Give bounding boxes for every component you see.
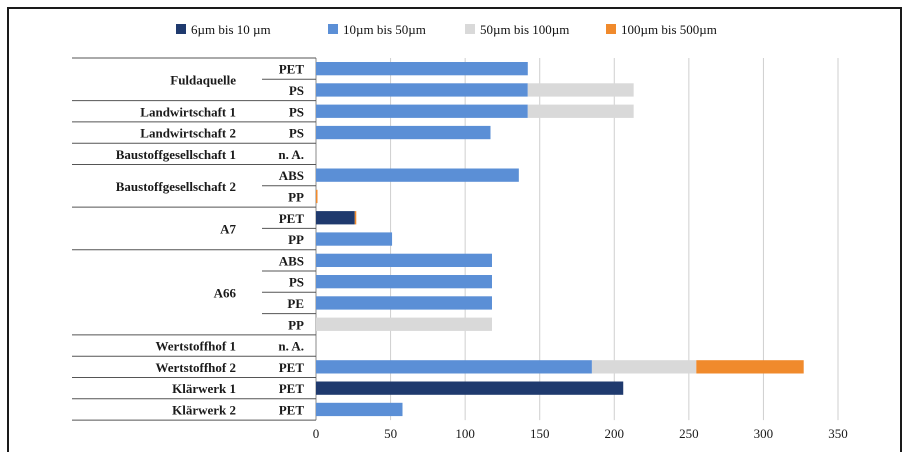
legend-swatch bbox=[606, 24, 616, 34]
bar-segment bbox=[316, 296, 492, 310]
bar-segment bbox=[316, 104, 528, 118]
bar-segment bbox=[316, 253, 492, 267]
x-tick-label: 250 bbox=[679, 426, 699, 441]
legend-swatch bbox=[176, 24, 186, 34]
polymer-type-label: PET bbox=[279, 402, 305, 417]
bar-segment bbox=[316, 125, 491, 140]
polymer-type-label: ABS bbox=[279, 253, 304, 268]
polymer-type-label: PS bbox=[289, 83, 304, 98]
polymer-type-label: PET bbox=[279, 381, 305, 396]
polymer-type-label: n. A. bbox=[278, 339, 304, 354]
group-label: A7 bbox=[220, 221, 236, 236]
polymer-type-label: PET bbox=[279, 62, 305, 77]
polymer-type-label: PP bbox=[288, 232, 304, 247]
group-label: A66 bbox=[214, 285, 237, 300]
bar-segment bbox=[316, 168, 519, 182]
legend-label: 50µm bis 100µm bbox=[480, 22, 569, 37]
polymer-type-label: PET bbox=[279, 360, 305, 375]
group-label: Wertstoffhof 1 bbox=[155, 339, 236, 354]
bar-segment bbox=[591, 360, 697, 374]
group-label: Wertstoffhof 2 bbox=[155, 360, 236, 375]
bar-segment bbox=[696, 360, 804, 374]
polymer-type-label: PS bbox=[289, 275, 304, 290]
bar-segment bbox=[316, 232, 393, 246]
bar-segment bbox=[316, 317, 492, 331]
bar-segment bbox=[316, 83, 528, 97]
x-tick-label: 350 bbox=[828, 426, 848, 441]
group-label: Klärwerk 2 bbox=[172, 402, 236, 417]
bar-segment bbox=[316, 62, 528, 76]
polymer-type-label: ABS bbox=[279, 168, 304, 183]
bar-segment bbox=[316, 189, 318, 204]
legend-swatch bbox=[328, 24, 338, 34]
x-tick-label: 150 bbox=[530, 426, 550, 441]
x-tick-label: 100 bbox=[455, 426, 475, 441]
x-tick-label: 200 bbox=[605, 426, 625, 441]
x-tick-label: 300 bbox=[754, 426, 774, 441]
polymer-type-label: PE bbox=[287, 296, 304, 311]
bar-segment bbox=[354, 211, 357, 225]
bar-segment bbox=[527, 104, 634, 118]
polymer-type-label: PS bbox=[289, 104, 304, 119]
group-label: Baustoffgesellschaft 1 bbox=[116, 147, 236, 162]
bar-segment bbox=[316, 402, 403, 417]
polymer-type-label: PET bbox=[279, 211, 305, 226]
group-label: Landwirtschaft 1 bbox=[140, 104, 236, 119]
legend-label: 100µm bis 500µm bbox=[621, 22, 717, 37]
polymer-type-label: PP bbox=[288, 317, 304, 332]
group-label: Klärwerk 1 bbox=[172, 381, 236, 396]
group-label: Baustoffgesellschaft 2 bbox=[116, 179, 236, 194]
polymer-type-label: n. A. bbox=[278, 147, 304, 162]
x-tick-label: 0 bbox=[313, 426, 320, 441]
group-label: Fuldaquelle bbox=[170, 72, 236, 87]
legend-label: 10µm bis 50µm bbox=[343, 22, 426, 37]
polymer-type-label: PP bbox=[288, 189, 304, 204]
group-label: Landwirtschaft 2 bbox=[140, 126, 236, 141]
bar-segment bbox=[527, 83, 634, 97]
bar-segment bbox=[316, 360, 592, 374]
bar-segment bbox=[316, 381, 624, 395]
bar-segment bbox=[316, 211, 355, 225]
polymer-type-label: PS bbox=[289, 126, 304, 141]
legend-label: 6µm bis 10 µm bbox=[191, 22, 271, 37]
bar-segment bbox=[316, 275, 492, 289]
legend-swatch bbox=[465, 24, 475, 34]
x-tick-label: 50 bbox=[384, 426, 397, 441]
